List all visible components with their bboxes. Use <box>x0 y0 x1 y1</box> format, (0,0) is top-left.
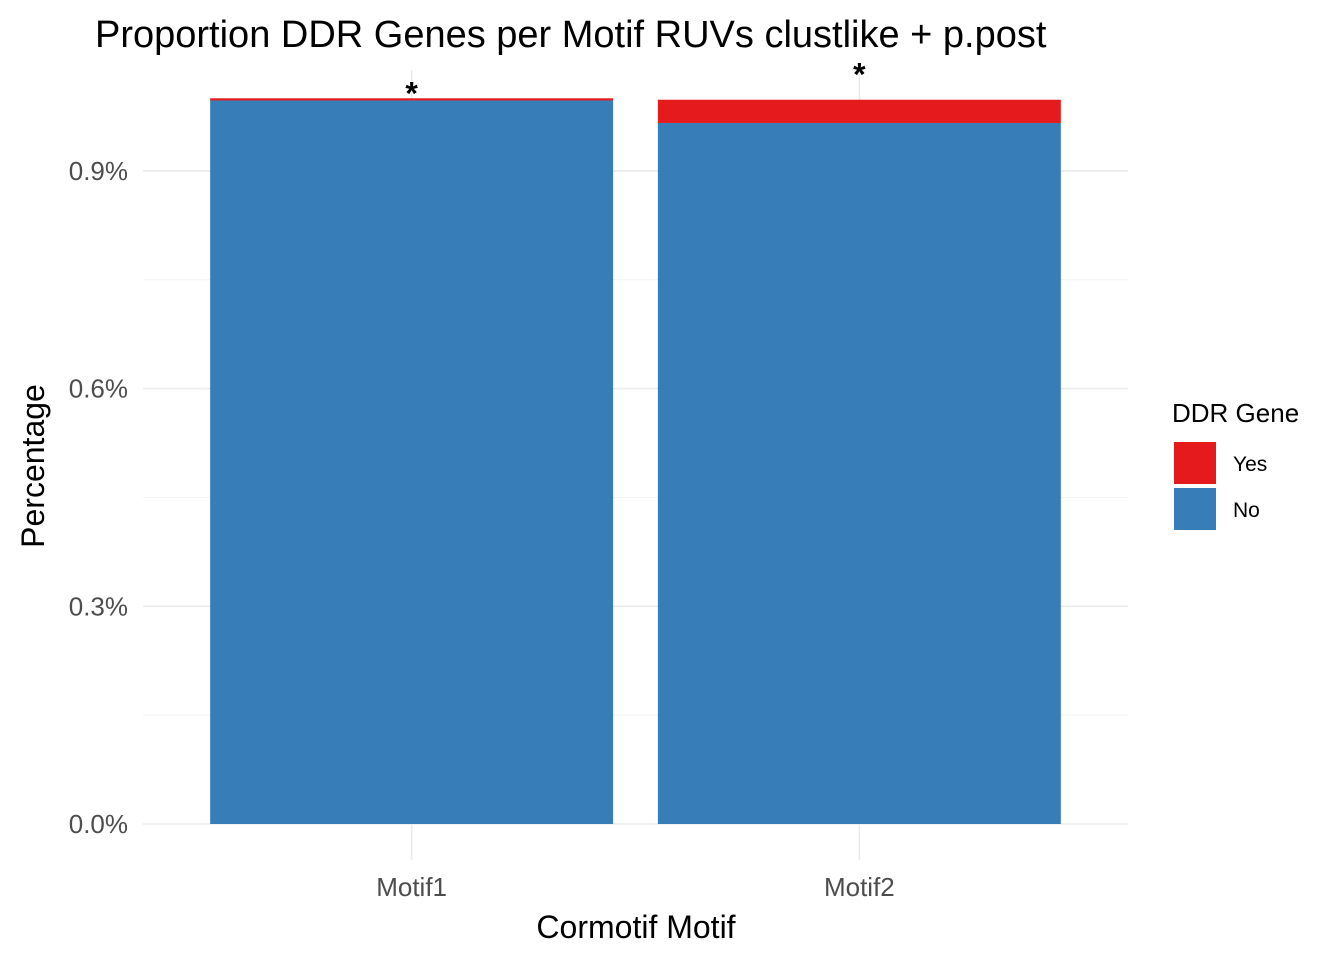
legend-swatch-no <box>1174 488 1216 530</box>
y-tick-label: 0.3% <box>69 591 128 621</box>
bars <box>210 98 1061 824</box>
x-axis-title: Cormotif Motif <box>536 909 735 945</box>
significance-annotations: ** <box>405 57 866 112</box>
significance-star: * <box>405 75 418 111</box>
legend-label-yes: Yes <box>1233 453 1267 476</box>
legend-title: DDR Gene <box>1172 398 1299 428</box>
y-axis-ticks: 0.0% 0.3% 0.6% 0.9% <box>69 156 128 839</box>
significance-star: * <box>853 57 866 93</box>
y-tick-label: 0.6% <box>69 374 128 404</box>
legend-label-no: No <box>1233 499 1260 522</box>
bar-yes-motif2 <box>657 99 1061 123</box>
bar-yes-motif1 <box>210 98 614 101</box>
legend-swatch-yes <box>1174 442 1216 484</box>
legend: DDR Gene Yes No <box>1172 398 1299 530</box>
legend-entries: Yes No <box>1174 442 1267 530</box>
y-tick-label: 0.9% <box>69 156 128 186</box>
x-tick-label: Motif2 <box>824 872 895 902</box>
bar-no-motif2 <box>657 122 1061 824</box>
y-tick-label: 0.0% <box>69 809 128 839</box>
bar-no-motif1 <box>210 100 614 824</box>
x-axis-ticks: Motif1 Motif2 <box>376 872 895 902</box>
chart-title: Proportion DDR Genes per Motif RUVs clus… <box>95 14 1047 56</box>
x-tick-label: Motif1 <box>376 872 447 902</box>
y-axis-title: Percentage <box>15 384 51 548</box>
